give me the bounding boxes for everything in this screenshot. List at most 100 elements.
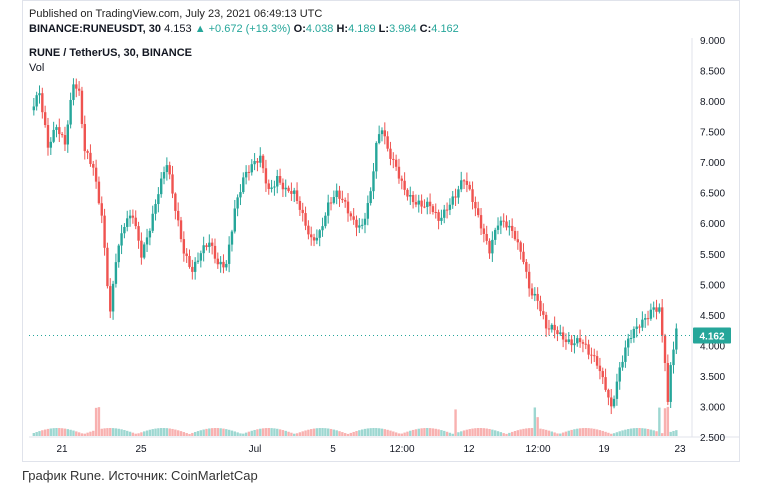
candle-body [284,187,287,190]
candle-body [86,151,89,153]
x-tick-label: 23 [674,444,686,455]
volume-bar [69,429,72,436]
candle-body [100,203,103,216]
candle-body [522,251,525,263]
candle-body [618,367,621,382]
volume-bar [669,431,672,436]
volume-bar [106,428,109,436]
candle-body [615,381,619,399]
y-tick-label: 6.500 [700,189,725,200]
candle-body [247,171,251,173]
candle-body [301,209,304,214]
volume-bar [46,428,50,436]
volume-bar [352,431,355,436]
volume-bar [629,428,633,436]
volume-bar [143,431,146,436]
volume-bar [278,429,282,436]
candle-body [168,165,171,175]
volume-bar [199,430,203,436]
candle-body [352,216,355,220]
volume-bar [618,431,621,436]
candle-body [485,233,488,241]
candle-body [114,262,118,284]
volume-bar [675,430,678,436]
volume-bar [612,433,616,436]
volume-bar [114,428,118,436]
volume-bar [380,428,384,436]
volume-bars [32,406,678,436]
volume-bar [273,428,276,436]
volume-bar [468,429,471,436]
candle-body [570,339,573,346]
volume-bar [151,429,154,436]
volume-bar [649,429,653,436]
candle-body [151,213,154,231]
volume-bar [236,432,239,436]
candle-body [41,93,44,113]
volume-bar [100,428,103,436]
volume-bar [593,428,596,436]
candle-body [176,210,180,221]
volume-bar [160,428,163,436]
volume-bar [638,428,641,436]
candle-body [527,271,531,289]
candle-body [403,180,406,190]
volume-bar [451,433,454,436]
candle-body [593,355,596,357]
candle-body [205,245,208,248]
volume-bar [38,431,41,436]
volume-bar [111,428,115,436]
candle-body [561,332,565,340]
candle-body [386,136,389,149]
volume-bar [213,428,217,436]
volume-bar [372,428,375,436]
candle-body [126,218,129,227]
symbol-label: BINANCE:RUNEUSDT, 30 [29,23,162,35]
volume-bar [154,428,157,436]
volume-bar [128,431,132,436]
candle-body [312,237,316,241]
candle-body [426,201,429,207]
y-tick-label: 8.000 [700,97,725,108]
volume-bar [193,431,197,436]
candle-body [655,307,658,312]
candle-body [658,307,661,312]
candle-body [174,193,177,211]
volume-bar [205,428,208,436]
candle-body [660,307,664,336]
volume-bar [590,428,593,436]
volume-bar [482,428,486,436]
volume-bar [553,432,556,436]
volume-bar [259,428,262,436]
volume-bar [293,433,296,436]
x-tick-label: 19 [598,444,610,455]
volume-bar [41,430,44,436]
x-tick-label: 21 [56,444,68,455]
volume-bar [389,430,392,436]
volume-bar [610,433,613,436]
candle-body [72,84,75,100]
volume-bar [510,431,514,436]
volume-bar [307,429,310,436]
candle-body [411,195,415,203]
candle-body [137,226,140,241]
candle-body [451,196,454,205]
candle-body [443,209,446,218]
candle-body [519,242,522,252]
candle-body [208,242,211,248]
volume-bar [35,432,38,436]
candle-body [264,168,268,184]
volume-bar [658,407,661,436]
volume-bar [627,429,630,436]
y-tick-label: 4.000 [700,341,725,352]
candle-body [267,183,270,189]
candle-body [276,175,279,187]
volume-bar [219,428,222,436]
volume-bar [641,428,644,436]
candle-body [380,130,384,135]
candle-body [542,311,545,315]
y-tick-label: 6.000 [700,219,725,230]
volume-bar [460,431,463,436]
candle-body [587,344,590,355]
